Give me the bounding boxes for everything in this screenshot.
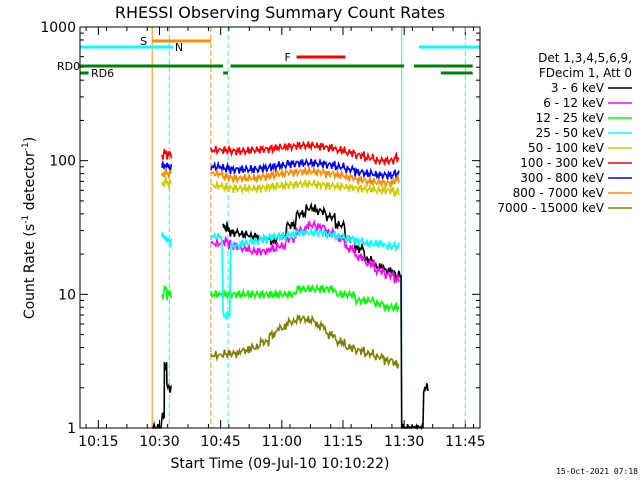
series-line [210, 283, 400, 314]
y-axis-label-rest: detector [22, 151, 38, 215]
flag-label: F [285, 51, 291, 64]
x-tick-label: 10:15 [78, 434, 118, 450]
legend-entry: 800 - 7000 keV [513, 186, 605, 200]
generation-timestamp: 15-Oct-2021 07:18 [556, 467, 638, 476]
flag-label: N [175, 41, 183, 54]
y-axis-label-sup2: -1 [21, 142, 31, 151]
x-axis-label: Start Time (09-Jul-10 10:10:22) [170, 456, 389, 472]
series-line [161, 166, 172, 179]
y-axis-label-main: Count Rate (s [22, 224, 38, 319]
series-line [210, 165, 400, 190]
legend: Det 1,3,4,5,6,9,FDecim 1, Att 03 - 6 keV… [497, 51, 632, 215]
series-line [210, 179, 400, 199]
series-line [161, 175, 172, 191]
legend-header: FDecim 1, Att 0 [539, 66, 632, 80]
series-line [210, 313, 400, 369]
flag-label: RD0 [57, 60, 80, 73]
series-line [210, 140, 400, 166]
legend-entry: 50 - 100 keV [528, 141, 605, 155]
series-line [210, 157, 400, 181]
series-line [161, 232, 173, 248]
x-tick-label: 10:45 [200, 434, 240, 450]
legend-header: Det 1,3,4,5,6,9, [538, 51, 632, 65]
legend-entry: 3 - 6 keV [551, 81, 605, 95]
series-line [152, 361, 173, 429]
chart-title: RHESSI Observing Summary Count Rates [115, 3, 445, 22]
y-tick-label: 10 [58, 287, 76, 303]
x-tick-label: 11:45 [445, 434, 485, 450]
legend-entry: 12 - 25 keV [536, 111, 605, 125]
flag-label: RD6 [91, 67, 114, 80]
y-tick-label: 1000 [40, 20, 76, 36]
plot-frame [79, 26, 481, 429]
x-tick-label: 11:30 [384, 434, 424, 450]
series-line [210, 227, 400, 320]
legend-entry: 100 - 300 keV [520, 156, 604, 170]
y-tick-label: 100 [49, 154, 76, 170]
legend-entry: 7000 - 15000 keV [497, 201, 604, 215]
legend-entry: 300 - 800 keV [520, 171, 604, 185]
x-tick-label: 11:15 [323, 434, 363, 450]
y-axis-label: Count Rate (s-1 detector-1) [21, 137, 38, 319]
y-axis-label-end: ) [22, 137, 38, 142]
legend-entry: 25 - 50 keV [536, 126, 605, 140]
y-axis-label-sup: -1 [21, 215, 31, 224]
x-tick-label: 11:00 [262, 434, 302, 450]
flag-label: S [140, 35, 147, 48]
series-line [161, 285, 173, 302]
plot-area: 1 10 100 1000 10:15 10:30 10:45 11:00 11:15 11:30… [40, 20, 485, 450]
series-line [161, 148, 173, 161]
x-tick-label: 10:30 [139, 434, 179, 450]
y-tick-label: 1 [67, 421, 76, 437]
series-line [222, 201, 429, 431]
legend-entry: 6 - 12 keV [543, 96, 605, 110]
